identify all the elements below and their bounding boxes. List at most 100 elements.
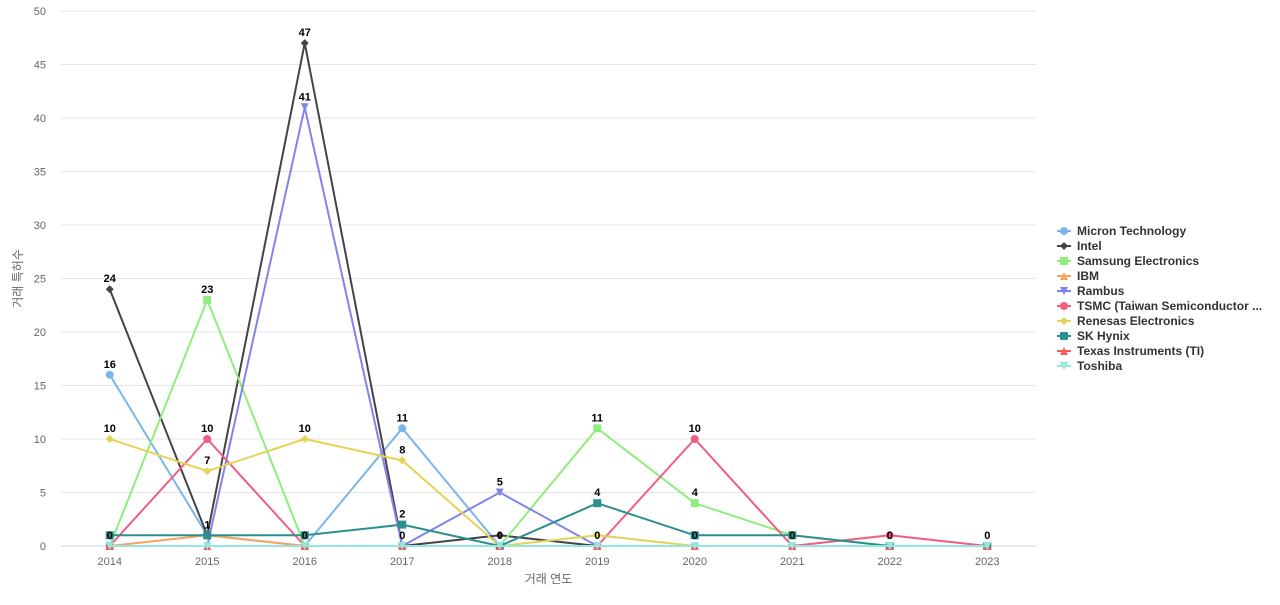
legend-item-texas-instruments-ti[interactable]: Texas Instruments (TI) [1057,344,1204,358]
x-tick-label: 2020 [683,556,707,568]
data-point-intel[interactable] [495,531,504,540]
data-point-sk-hynix[interactable] [105,531,114,540]
legend-item-renesas-electronics[interactable]: Renesas Electronics [1057,314,1195,328]
data-point-tsmc-taiwan-semiconductor[interactable] [203,435,212,443]
data-point-rambus[interactable] [495,488,504,497]
data-point-sk-hynix[interactable] [398,520,407,529]
legend-item-sk-hynix[interactable]: SK Hynix [1057,329,1130,343]
y-tick-label: 20 [34,327,46,339]
data-point-sk-hynix[interactable] [788,531,797,540]
legend-marker[interactable] [1060,257,1068,265]
legend-marker[interactable] [1060,317,1068,325]
legend-marker[interactable] [1060,242,1068,250]
legend-item-rambus[interactable]: Rambus [1057,284,1125,298]
data-point-sk-hynix[interactable] [690,531,699,540]
data-point-renesas-electronics[interactable] [398,456,407,465]
data-label: 10 [104,423,116,435]
legend-label: Intel [1077,239,1102,253]
legend-marker[interactable] [1060,347,1068,355]
x-tick-label: 2021 [780,556,804,568]
data-label: 0 [692,530,698,542]
data-label: 0 [497,530,503,542]
data-point-toshiba[interactable] [105,542,114,550]
data-label: 2 [399,509,405,521]
data-point-micron-technology[interactable] [105,370,114,379]
data-label: 41 [299,91,311,103]
legend-item-intel[interactable]: Intel [1057,239,1102,253]
series-line-intel [108,42,988,547]
legend-label: Renesas Electronics [1077,314,1195,328]
data-label: 0 [594,530,600,542]
data-label: 8 [399,444,405,456]
data-label: 4 [692,487,699,499]
series-line-rambus [109,106,988,547]
data-point-intel[interactable] [105,285,114,294]
legend-item-tsmc-taiwan-semiconductor[interactable]: TSMC (Taiwan Semiconductor ... [1057,299,1262,313]
legend-marker[interactable] [1060,302,1068,310]
data-point-renesas-electronics[interactable] [300,435,309,443]
data-label: 4 [594,487,601,499]
series-sk-hynix [105,499,992,550]
data-point-toshiba[interactable] [203,542,212,550]
legend-item-toshiba[interactable]: Toshiba [1057,359,1122,373]
legend-marker[interactable] [1060,332,1068,340]
data-point-tsmc-taiwan-semiconductor[interactable] [690,435,699,443]
data-point-toshiba[interactable] [300,542,309,550]
data-label: 47 [299,27,311,39]
data-point-sk-hynix[interactable] [300,531,309,540]
data-point-sk-hynix[interactable] [593,499,602,508]
data-label: 0 [789,530,795,542]
grid-lines [61,10,1036,547]
data-point-toshiba[interactable] [495,542,504,550]
data-point-samsung-electronics[interactable] [203,295,212,304]
data-point-samsung-electronics[interactable] [593,424,602,433]
data-point-toshiba[interactable] [885,542,894,550]
data-point-tsmc-taiwan-semiconductor[interactable] [885,531,894,540]
legend-label: IBM [1077,269,1099,283]
x-tick-label: 2017 [390,556,414,568]
data-point-samsung-electronics[interactable] [690,499,699,508]
data-point-renesas-electronics[interactable] [203,467,212,476]
data-point-toshiba[interactable] [593,542,602,550]
legend-label: Texas Instruments (TI) [1077,344,1204,358]
y-tick-label: 50 [34,6,46,18]
y-axis-title: 거래 특허수 [11,249,25,308]
series-toshiba [105,542,992,550]
data-point-renesas-electronics[interactable] [105,435,114,443]
data-label: 0 [887,530,893,542]
data-label: 10 [201,423,213,435]
legend-item-ibm[interactable]: IBM [1057,269,1099,283]
x-axis-title: 거래 연도 [525,572,573,586]
legend-item-micron-technology[interactable]: Micron Technology [1057,224,1186,238]
x-tick-label: 2014 [98,556,122,568]
data-point-toshiba[interactable] [690,542,699,550]
legend-label: Samsung Electronics [1077,254,1199,268]
legend-marker[interactable] [1060,227,1068,235]
x-tick-label: 2016 [293,556,317,568]
data-label: 0 [107,530,113,542]
data-point-toshiba[interactable] [983,542,992,550]
data-point-renesas-electronics[interactable] [593,531,602,540]
data-point-rambus[interactable] [300,103,309,112]
data-point-intel[interactable] [300,39,309,48]
data-labels: 24 16 10 0 23 10 7 1 47 41 10 0 11 8 2 0 5 0 11 4 0 10 4 0 0 0 0 [104,27,991,542]
y-tick-label: 15 [34,381,46,393]
data-label: 10 [689,423,701,435]
legend-marker[interactable] [1060,272,1068,280]
data-label: 11 [591,412,603,424]
data-point-toshiba[interactable] [788,542,797,550]
series-lines [105,39,992,550]
x-tick-label: 2023 [975,556,999,568]
y-axis: 0 5 10 15 20 25 30 35 40 45 50 [34,6,46,553]
legend-item-samsung-electronics[interactable]: Samsung Electronics [1057,254,1199,268]
data-point-sk-hynix[interactable] [203,531,212,540]
data-point-micron-technology[interactable] [398,424,407,433]
data-point-toshiba[interactable] [398,542,407,550]
legend-marker[interactable] [1060,362,1068,370]
y-tick-label: 10 [34,434,46,446]
y-tick-label: 0 [40,541,46,553]
legend-marker[interactable] [1060,287,1068,295]
